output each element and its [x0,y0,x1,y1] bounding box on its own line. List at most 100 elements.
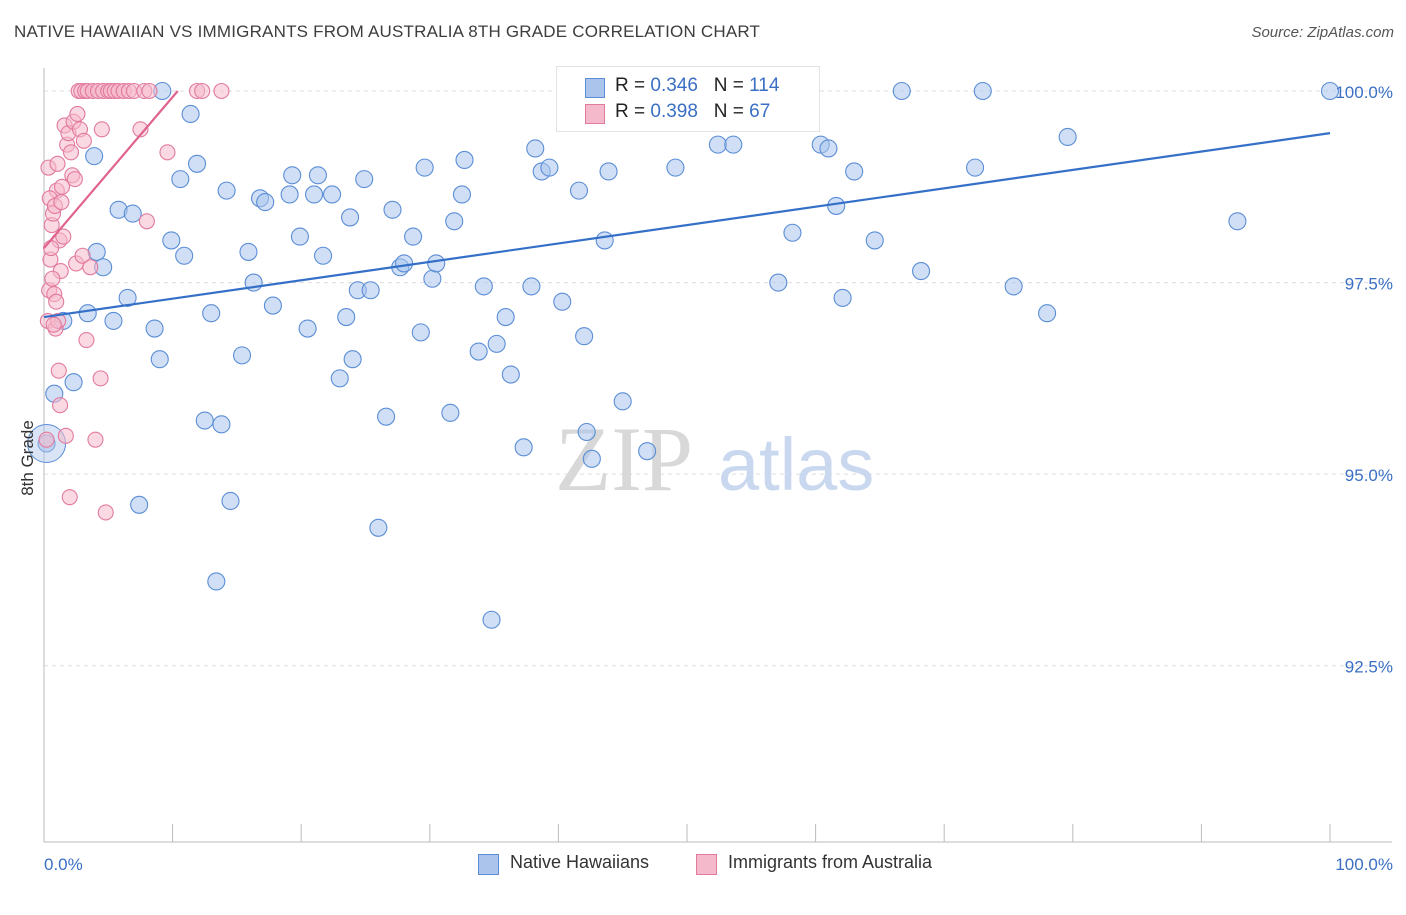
point-immigrant-australia [66,171,83,188]
legend-n-label: N = [713,101,750,122]
point-native-hawaiian [217,181,236,200]
point-native-hawaiian [130,495,149,514]
point-native-hawaiian [613,392,632,411]
point-native-hawaiian [482,610,501,629]
bottom-legend-swatch-pink [696,854,717,875]
point-native-hawaiian [577,422,596,442]
bottom-legend-label: Immigrants from Australia [728,852,933,872]
point-immigrant-australia [61,489,78,506]
point-native-hawaiian [341,208,360,227]
point-native-hawaiian [469,342,488,361]
point-immigrant-australia [38,431,55,448]
point-native-hawaiian [455,150,474,170]
point-native-hawaiian [290,227,309,246]
point-native-hawaiian [239,242,258,261]
point-immigrant-australia [194,82,211,100]
series-immigrants-from-australia [38,82,230,521]
point-native-hawaiian [355,170,374,189]
point-immigrant-australia [57,427,74,444]
point-native-hawaiian [207,572,226,591]
point-native-hawaiian [377,407,396,426]
gridlines [44,90,1392,667]
point-immigrant-australia [44,270,61,287]
legend-r-text: R = 0.398 N = 67 [615,101,770,123]
legend-row-native-hawaiians: R = 0.346 N = 114 [557,75,819,101]
point-native-hawaiian [724,135,743,154]
bottom-legend-swatch-blue [478,854,499,875]
y-tick-label: 95.0% [1345,466,1393,485]
point-native-hawaiian [1004,277,1023,296]
point-immigrant-australia [45,316,62,333]
point-native-hawaiian [175,246,194,265]
point-native-hawaiian [769,273,788,292]
legend-n-value: 67 [749,101,771,122]
legend-n-label: N = [713,75,750,96]
source-label: Source: ZipAtlas.com [1251,24,1394,41]
point-immigrant-australia [74,247,91,264]
point-native-hawaiian [783,223,802,242]
point-native-hawaiian [819,139,838,158]
legend-r-label: R = [615,101,651,122]
point-native-hawaiian [445,212,464,231]
point-native-hawaiian [514,438,533,457]
point-native-hawaiian [452,185,472,204]
point-native-hawaiian [833,288,852,307]
chart-title: NATIVE HAWAIIAN VS IMMIGRANTS FROM AUSTR… [14,22,761,41]
point-native-hawaiian [85,147,104,166]
legend-swatch-blue [585,78,605,98]
point-native-hawaiian [369,518,388,537]
point-immigrant-australia [49,155,66,172]
point-native-hawaiian [582,449,601,468]
point-native-hawaiian [323,185,342,204]
point-native-hawaiian [150,350,169,369]
trend-lines [43,90,1331,319]
point-immigrant-australia [92,370,109,387]
point-native-hawaiian [441,403,460,422]
point-native-hawaiian [305,185,324,204]
point-immigrant-australia [52,397,69,414]
point-immigrant-australia [75,132,92,149]
point-native-hawaiian [221,491,240,511]
legend-n-value: 114 [749,75,780,96]
point-native-hawaiian [263,296,282,315]
y-axis-label: 8th Grade [18,420,37,496]
point-native-hawaiian [78,304,97,323]
point-native-hawaiian [232,346,252,365]
point-native-hawaiian [212,415,231,434]
point-native-hawaiian [404,227,423,246]
point-native-hawaiian [187,154,207,173]
point-native-hawaiian [575,327,594,346]
point-native-hawaiian [427,254,446,273]
series-native-hawaiians [27,81,1340,629]
point-native-hawaiian [599,162,618,181]
point-native-hawaiian [595,231,614,250]
point-native-hawaiian [181,104,200,124]
point-immigrant-australia [93,121,110,138]
point-native-hawaiian [638,442,657,461]
point-immigrant-australia [141,82,158,100]
point-native-hawaiian [283,166,302,185]
legend-swatch-pink [585,104,605,124]
y-tick-label: 97.5% [1345,275,1393,294]
point-native-hawaiian [298,319,317,338]
point-native-hawaiian [892,81,911,101]
point-native-hawaiian [395,254,414,273]
legend-r-value: 0.346 [650,75,698,96]
point-immigrant-australia [87,431,104,448]
point-native-hawaiian [330,369,349,388]
y-tick-label: 92.5% [1345,658,1393,677]
point-native-hawaiian [118,288,137,307]
bottom-legend-immigrants-from-australia: Immigrants from Australia [696,852,932,876]
point-native-hawaiian [966,158,985,177]
point-native-hawaiian [337,308,356,327]
point-native-hawaiian [912,262,931,281]
point-native-hawaiian [501,365,520,384]
point-native-hawaiian [569,181,589,200]
x-tick-label: 0.0% [44,855,83,874]
point-native-hawaiian [308,166,327,185]
point-native-hawaiian [708,135,727,154]
point-native-hawaiian [540,158,559,177]
watermark-zip: ZIP [555,408,693,510]
point-native-hawaiian [973,81,992,101]
legend-r-text: R = 0.346 N = 114 [615,75,779,97]
